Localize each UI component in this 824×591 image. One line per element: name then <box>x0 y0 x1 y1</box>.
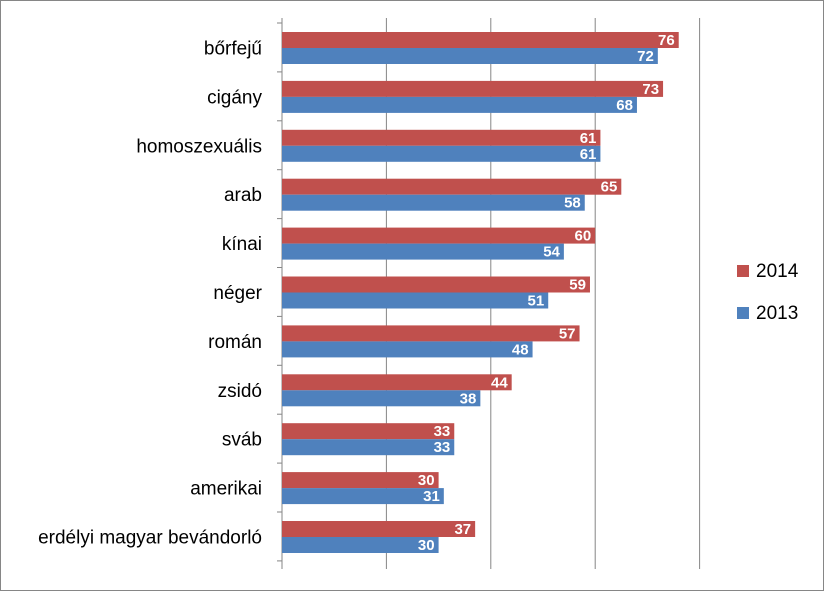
category-label: cigány <box>207 87 262 108</box>
category-label: zsidó <box>218 381 262 402</box>
category-label: homoszexuális <box>136 136 262 157</box>
data-label-2014: 60 <box>575 228 592 245</box>
data-label-2014: 30 <box>418 472 435 489</box>
legend: 2014 2013 <box>737 261 799 324</box>
bar-2013 <box>282 243 564 260</box>
data-label-2014: 44 <box>491 374 508 391</box>
category-labels: bőrfejű cigány homoszexuális arab kínai néger… <box>38 39 263 549</box>
bar-2014 <box>282 227 596 244</box>
data-label-2013: 54 <box>543 244 560 261</box>
bar-2013 <box>282 48 658 64</box>
bar-2014 <box>282 32 679 48</box>
legend-label-2014: 2014 <box>756 261 799 282</box>
data-label-2013: 61 <box>580 146 597 163</box>
category-label: bőrfejű <box>204 39 262 60</box>
category-label: sváb <box>222 430 262 451</box>
data-label-2014: 37 <box>454 521 471 538</box>
data-label-2013: 38 <box>460 390 477 407</box>
legend-label-2013: 2013 <box>756 303 798 324</box>
data-label-2013: 68 <box>616 97 633 114</box>
bar-2013 <box>282 537 439 553</box>
data-label-2014: 76 <box>658 32 675 49</box>
bar-2013 <box>282 341 533 358</box>
bar-2014 <box>282 423 455 440</box>
bar-2014 <box>282 178 622 195</box>
data-label-2014: 65 <box>601 179 618 196</box>
data-label-2013: 31 <box>423 488 440 505</box>
category-label: erdélyi magyar bevándorló <box>38 528 262 549</box>
data-label-2013: 33 <box>434 439 451 456</box>
category-label: arab <box>224 185 262 206</box>
bar-2013 <box>282 145 601 162</box>
bars: 7672736861616558605459515748443833333031… <box>282 32 679 554</box>
legend-swatch-2013 <box>737 307 749 319</box>
category-label: néger <box>213 283 262 304</box>
bar-2014 <box>282 472 439 489</box>
bar-2014 <box>282 521 476 537</box>
bar-2014 <box>282 325 580 342</box>
bar-2013 <box>282 96 637 113</box>
legend-swatch-2014 <box>737 265 749 277</box>
bar-2014 <box>282 129 601 146</box>
bar-2013 <box>282 194 585 211</box>
data-label-2014: 57 <box>559 325 576 342</box>
data-label-2014: 33 <box>434 423 451 440</box>
bar-2014 <box>282 276 590 293</box>
bar-2014 <box>282 80 664 97</box>
bar-2014 <box>282 374 512 391</box>
bar-2013 <box>282 390 481 407</box>
data-label-2014: 61 <box>580 130 597 147</box>
data-label-2014: 59 <box>569 277 586 294</box>
data-label-2013: 48 <box>512 341 529 358</box>
data-label-2013: 72 <box>637 48 654 65</box>
data-label-2013: 58 <box>564 195 581 212</box>
bar-2013 <box>282 488 444 505</box>
category-label: kínai <box>222 234 262 255</box>
category-label: amerikai <box>190 479 262 500</box>
bar-2013 <box>282 292 549 309</box>
data-label-2013: 51 <box>528 293 545 310</box>
category-label: román <box>208 332 262 353</box>
bar-2013 <box>282 439 455 456</box>
data-label-2013: 30 <box>418 537 435 554</box>
data-label-2014: 73 <box>642 81 659 98</box>
